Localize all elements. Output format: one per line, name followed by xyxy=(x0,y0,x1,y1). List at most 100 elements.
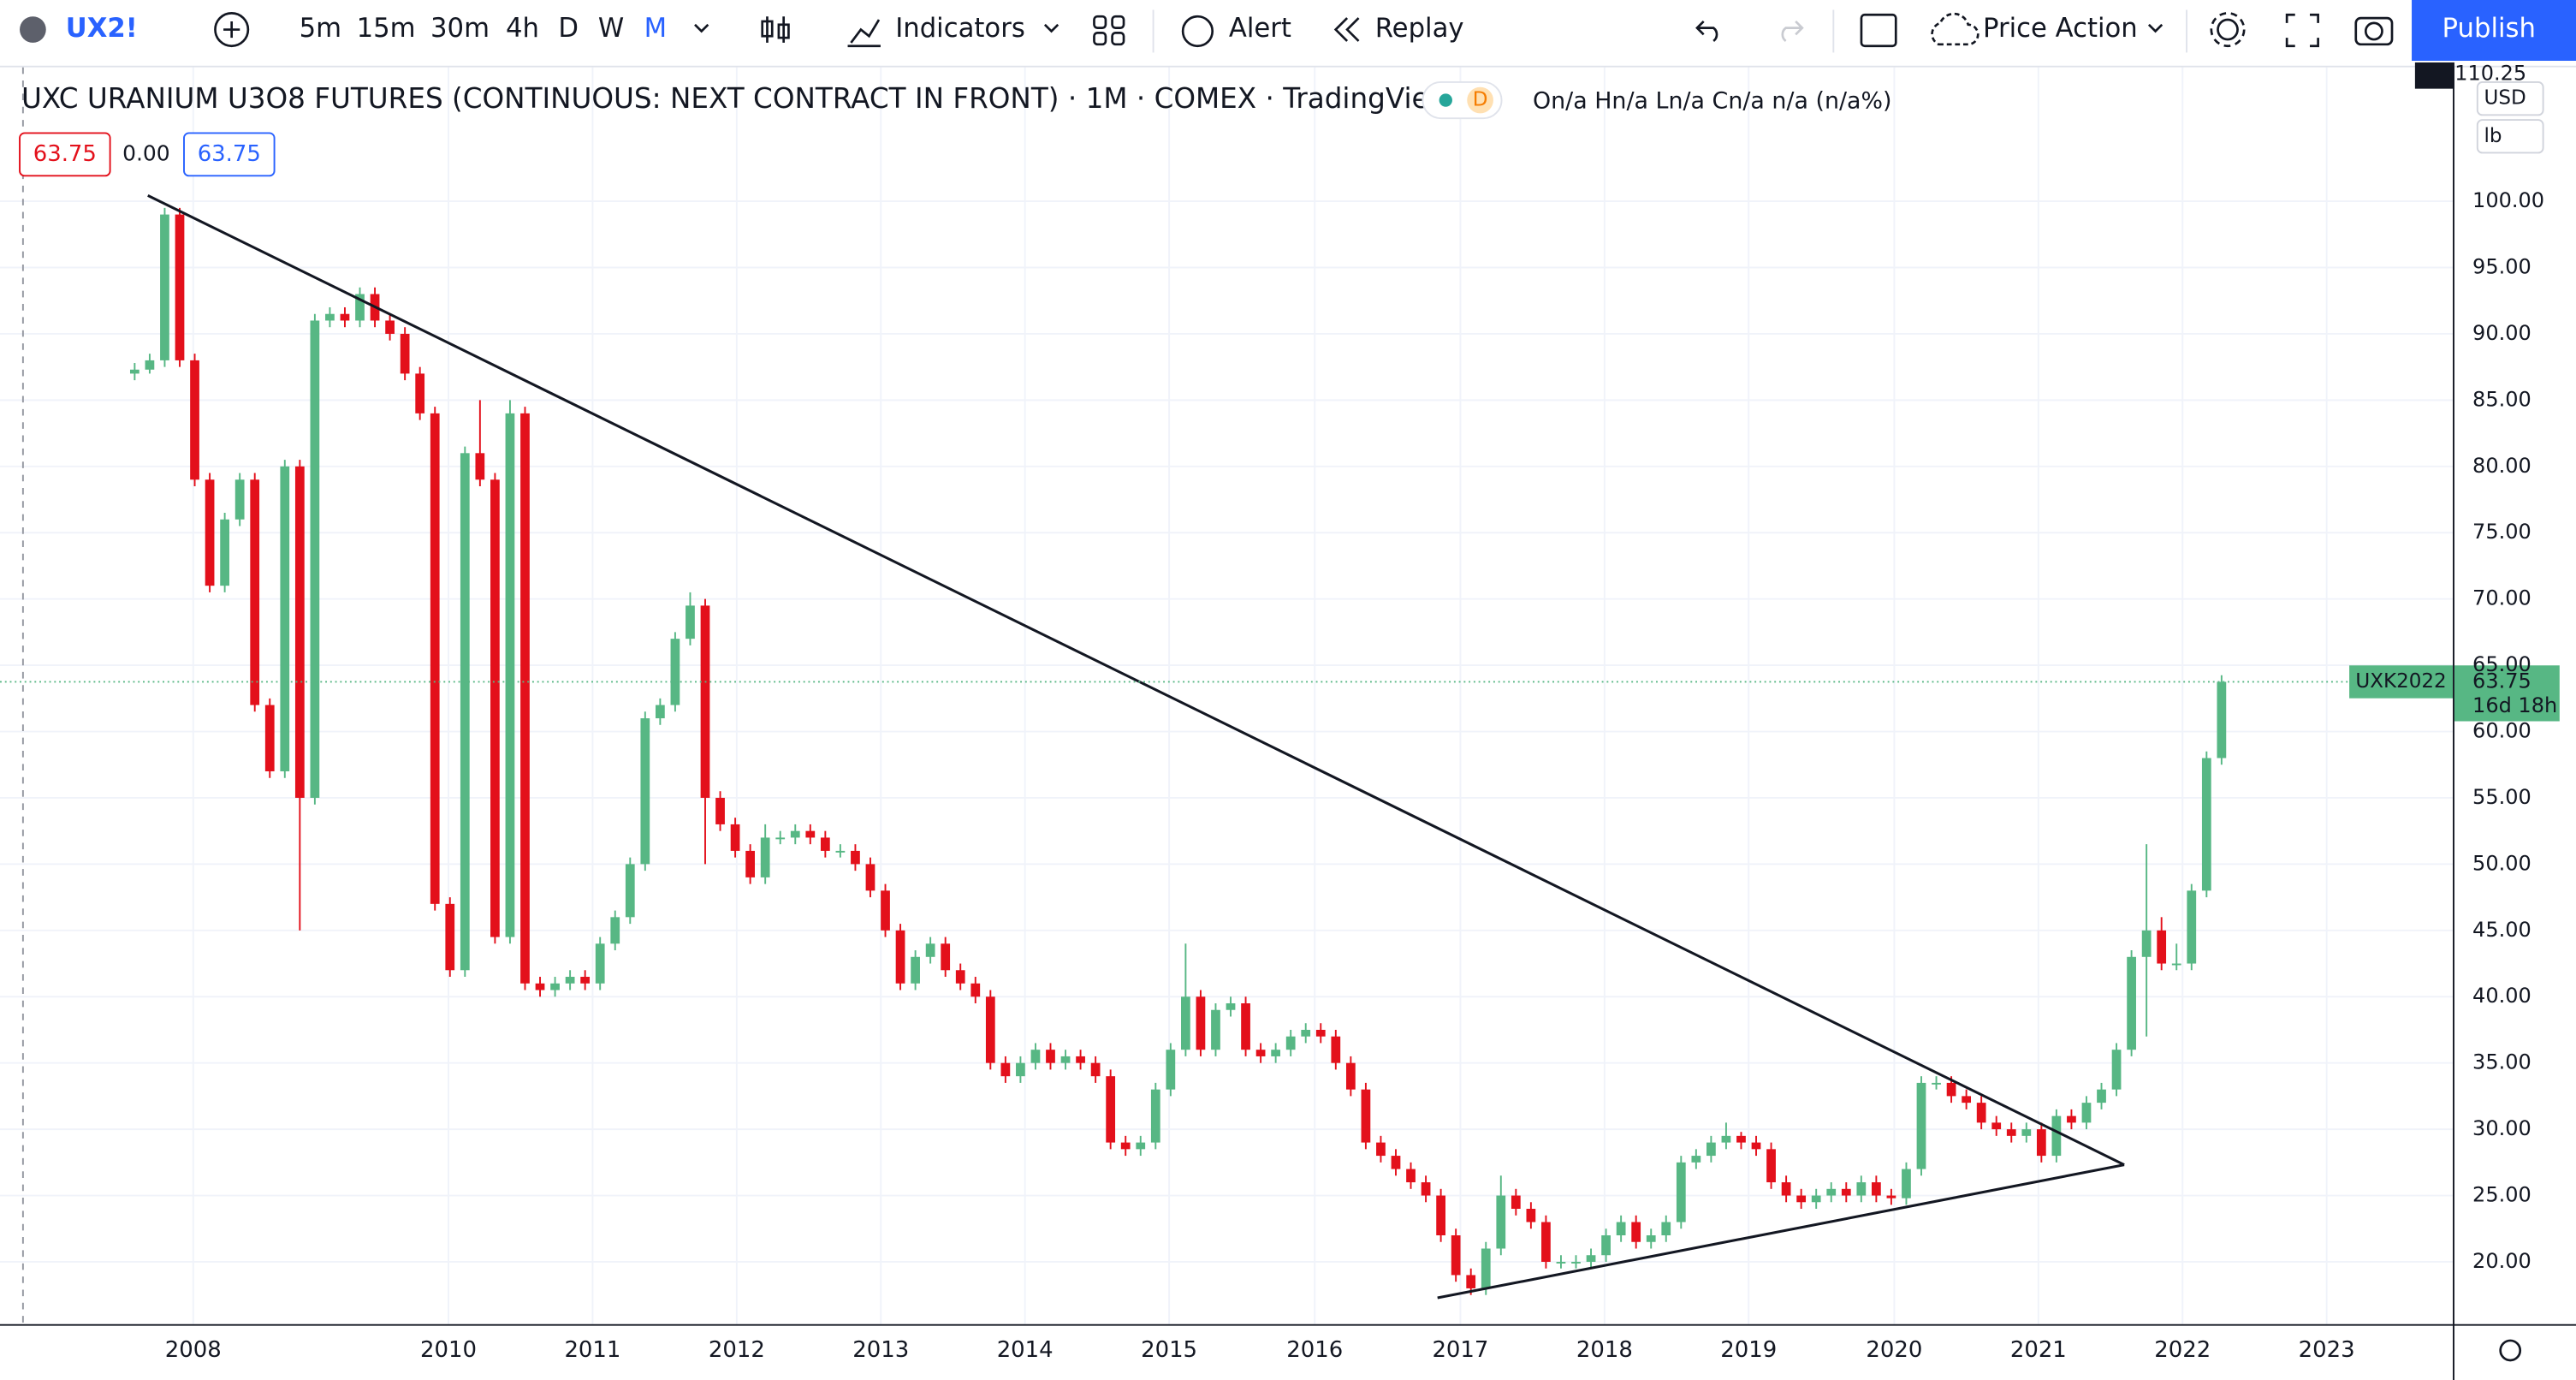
alert-button[interactable]: Alert xyxy=(1229,14,1291,44)
price-tag-label: 63.75 xyxy=(2472,669,2531,693)
candle-body xyxy=(820,837,830,851)
unit[interactable]: lb xyxy=(2484,125,2502,147)
cloud-icon[interactable] xyxy=(1931,12,1979,46)
candle-body xyxy=(1586,1255,1596,1262)
candle-body xyxy=(640,718,650,865)
indicators-button[interactable]: Indicators xyxy=(895,14,1025,44)
replay-icon[interactable] xyxy=(1333,17,1360,42)
candle-body xyxy=(1721,1135,1731,1143)
interval-button[interactable]: 4h xyxy=(506,14,539,44)
candle-body xyxy=(1076,1056,1085,1063)
templates-icon xyxy=(1111,32,1125,46)
y-tick-label: 50.00 xyxy=(2472,851,2531,875)
y-tick-label: 90.00 xyxy=(2472,321,2531,345)
symbol[interactable]: UX2! xyxy=(66,14,138,44)
symbol-icon[interactable] xyxy=(20,16,46,43)
publish-label[interactable]: Publish xyxy=(2442,14,2536,44)
undo-button[interactable] xyxy=(1695,20,1718,43)
interval-button[interactable]: 15m xyxy=(357,14,416,44)
candle-body xyxy=(190,360,199,480)
candle-body xyxy=(1211,1009,1220,1050)
templates-icon xyxy=(1093,15,1107,29)
redo-button[interactable] xyxy=(1781,20,1804,43)
interval-button[interactable]: M xyxy=(644,14,667,44)
candle-body xyxy=(1526,1209,1536,1222)
x-tick-label: 2021 xyxy=(2010,1337,2067,1363)
indicators-menu[interactable] xyxy=(1043,23,1059,33)
trend-line[interactable] xyxy=(147,193,2125,1166)
layout-menu[interactable] xyxy=(2147,23,2163,33)
candle-body xyxy=(2111,1050,2122,1090)
publish-button[interactable] xyxy=(2412,0,2576,62)
y-tick-label: 75.00 xyxy=(2472,520,2531,544)
candle-body xyxy=(310,320,320,798)
y-tick-label: 40.00 xyxy=(2472,984,2531,1008)
ask-box[interactable] xyxy=(183,132,276,177)
candle-body xyxy=(1030,1050,1041,1063)
fullscreen-button[interactable] xyxy=(2285,13,2319,48)
replay-button[interactable]: Replay xyxy=(1375,14,1464,44)
candle-body xyxy=(1226,1002,1236,1010)
templates-icon xyxy=(1111,15,1125,29)
candle-body xyxy=(1150,1089,1160,1143)
candle-body xyxy=(1090,1062,1101,1077)
candle-body xyxy=(294,466,305,798)
candle-body xyxy=(1946,1082,1956,1097)
candle-body xyxy=(1811,1195,1821,1203)
candle-body xyxy=(1406,1169,1416,1183)
alert-icon[interactable] xyxy=(1181,15,1214,48)
candle-body xyxy=(1736,1135,1746,1143)
bid-box[interactable] xyxy=(19,132,111,177)
candle-body xyxy=(1511,1195,1521,1210)
templates-button[interactable] xyxy=(1093,15,1125,46)
y-tick-label: 45.00 xyxy=(2472,918,2531,942)
candle-body xyxy=(2097,1089,2106,1103)
candle-body xyxy=(250,479,260,705)
interval-button[interactable]: 30m xyxy=(430,14,490,44)
templates-icon xyxy=(1093,32,1107,46)
candle-body xyxy=(1136,1142,1146,1150)
candle-body xyxy=(1241,1002,1250,1050)
candle-body xyxy=(2201,758,2211,891)
symbol-tag xyxy=(2349,665,2454,699)
y-tick-label: 55.00 xyxy=(2472,785,2531,809)
interval-button[interactable]: D xyxy=(558,14,579,44)
settings-button[interactable] xyxy=(2217,18,2239,41)
interval-button[interactable]: W xyxy=(598,14,624,44)
interval-button[interactable]: 5m xyxy=(300,14,341,44)
x-tick-label: 2010 xyxy=(420,1337,477,1363)
indicators-icon[interactable] xyxy=(847,19,881,48)
top-price-label: 110.25 xyxy=(2454,61,2526,85)
currency-select[interactable] xyxy=(2476,80,2544,116)
candle-body xyxy=(1616,1222,1626,1235)
candle-body xyxy=(1271,1050,1281,1056)
candle-body xyxy=(145,360,155,370)
candle-body xyxy=(2051,1115,2062,1157)
candle-body xyxy=(851,850,860,865)
candle-body xyxy=(1661,1222,1671,1235)
y-tick-label: 70.00 xyxy=(2472,586,2531,610)
candle-body xyxy=(550,983,560,990)
axis-settings[interactable] xyxy=(2499,1339,2522,1362)
ask-price: 63.75 xyxy=(198,141,261,167)
candle-body xyxy=(1902,1169,1911,1199)
currency[interactable]: USD xyxy=(2484,87,2526,110)
layout-button[interactable] xyxy=(1860,13,1897,48)
candle-body xyxy=(430,413,440,904)
layout-name[interactable]: Price Action xyxy=(1983,14,2138,44)
candle-body xyxy=(205,479,215,586)
trend-line[interactable] xyxy=(1437,1163,2125,1300)
candle-body xyxy=(1421,1182,1431,1196)
interval-menu[interactable] xyxy=(694,23,709,33)
candle-body xyxy=(955,970,965,984)
compare-button[interactable] xyxy=(214,12,250,48)
candle-body xyxy=(234,479,245,520)
snapshot-button[interactable] xyxy=(2354,16,2394,46)
unit-select[interactable] xyxy=(2476,119,2544,154)
y-tick-label: 100.00 xyxy=(2472,188,2544,212)
candle-body xyxy=(730,824,740,851)
candle-body xyxy=(1166,1050,1176,1090)
candle-body xyxy=(745,850,756,877)
candle-body xyxy=(475,453,485,480)
